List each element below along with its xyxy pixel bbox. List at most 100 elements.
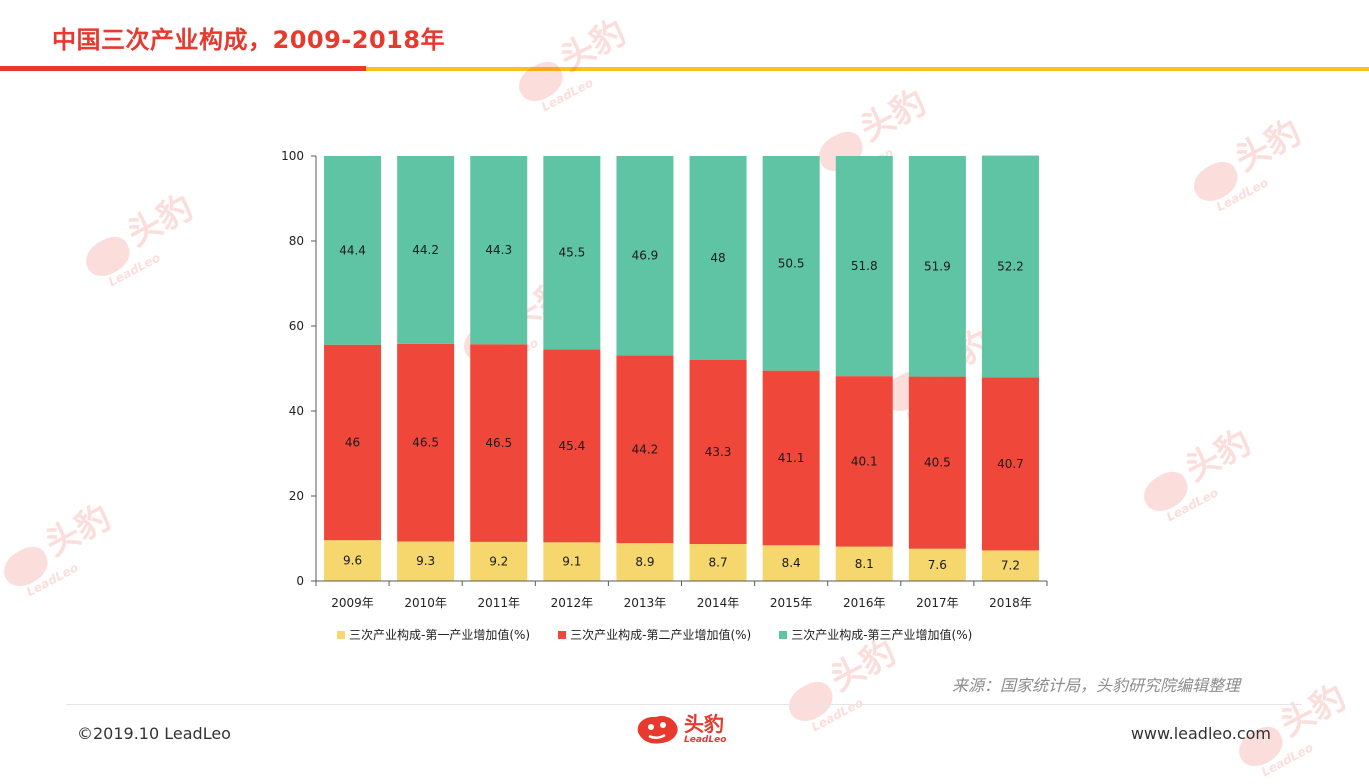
y-tick-label: 60	[289, 319, 304, 333]
data-label: 48	[710, 251, 725, 265]
bar-segment	[616, 355, 674, 544]
data-label: 44.4	[339, 243, 366, 257]
bar-segment	[324, 156, 382, 345]
data-label: 46.9	[632, 249, 659, 263]
bar-segment	[689, 544, 747, 581]
data-label: 46.5	[412, 436, 439, 450]
x-tick-label: 2018年	[989, 596, 1032, 610]
bar-area: 9.6 46 44.4 9.3 46.5 44.2 9.2 46.5 44.3 9.1 45.4 45…	[324, 155, 1039, 581]
legend-swatch	[337, 630, 345, 639]
bar-segment	[397, 343, 455, 542]
logo-text: 头豹 LeadLeo	[684, 713, 726, 745]
bar-segment	[908, 548, 966, 581]
bar-segment	[689, 360, 747, 545]
data-label: 7.6	[928, 558, 947, 572]
legend-label: 三次产业构成-第一产业增加值(%)	[349, 628, 531, 642]
bar-segment	[981, 550, 1039, 581]
data-label: 44.2	[412, 243, 439, 257]
data-label: 41.1	[778, 451, 805, 465]
data-label: 7.2	[1001, 559, 1020, 573]
data-label: 9.1	[562, 555, 581, 569]
bar-segment	[543, 349, 601, 543]
y-tick-label: 100	[281, 149, 304, 163]
bar-segment	[835, 546, 893, 581]
footer-divider	[66, 704, 1302, 705]
legend-label: 三次产业构成-第三产业增加值(%)	[791, 628, 973, 642]
y-tick-label: 80	[289, 234, 304, 248]
bar-segment	[543, 542, 601, 581]
data-label: 44.3	[485, 243, 512, 257]
x-tick-label: 2017年	[916, 596, 959, 610]
bar-segment	[908, 376, 966, 549]
x-tick-label: 2011年	[477, 596, 520, 610]
x-axis: 2009年 2010年 2011年 2012年 2013年 2014年 2015年 2016年…	[315, 580, 1048, 610]
website-link[interactable]: www.leadleo.com	[1130, 724, 1271, 743]
legend-label: 三次产业构成-第二产业增加值(%)	[570, 628, 752, 642]
legend-item-primary: 三次产业构成-第一产业增加值(%)	[337, 626, 530, 643]
bar-segment	[762, 156, 820, 371]
y-tick-label: 40	[289, 404, 304, 418]
x-tick-label: 2013年	[624, 596, 667, 610]
x-tick-label: 2009年	[331, 596, 374, 610]
y-tick-label: 0	[296, 574, 304, 588]
data-label: 8.7	[709, 556, 728, 570]
bar-segment	[981, 155, 1039, 378]
bar-segment	[397, 541, 455, 581]
data-label: 40.5	[924, 456, 951, 470]
copyright-text: ©2019.10 LeadLeo	[77, 724, 231, 743]
data-label: 52.2	[997, 260, 1024, 274]
bar-segment	[470, 156, 528, 345]
y-axis: 0 20 40 60 80 100	[281, 149, 317, 588]
bar-segment	[324, 540, 382, 581]
bar-segment	[689, 156, 747, 360]
bar-segment	[616, 156, 674, 356]
data-label: 40.1	[851, 454, 878, 468]
bar-segment	[908, 156, 966, 377]
legend-swatch	[558, 630, 567, 639]
bar-segment	[835, 156, 893, 377]
data-label: 9.6	[343, 554, 362, 568]
leopard-icon	[637, 716, 678, 744]
data-label: 8.4	[782, 556, 801, 570]
title-rule-red	[0, 66, 366, 71]
data-label: 46	[345, 435, 360, 449]
x-tick-label: 2010年	[404, 596, 447, 610]
logo-cn: 头豹	[684, 712, 724, 736]
bar-segment	[762, 545, 820, 581]
bar-segment	[470, 541, 528, 581]
data-label: 50.5	[778, 256, 805, 270]
data-label: 45.5	[558, 246, 585, 260]
data-label: 9.2	[489, 554, 508, 568]
bar-segment	[397, 156, 455, 344]
x-tick-label: 2012年	[551, 596, 594, 610]
legend-swatch	[779, 630, 788, 639]
source-note: 来源：国家统计局，头豹研究院编辑整理	[952, 676, 1241, 695]
bar-segment	[616, 543, 674, 581]
y-tick-label: 20	[289, 489, 304, 503]
bar-segment	[543, 156, 601, 350]
logo-en: LeadLeo	[684, 735, 727, 745]
x-tick-label: 2014年	[697, 596, 740, 610]
page-title: 中国三次产业构成，2009-2018年	[52, 26, 446, 54]
chart-legend: 三次产业构成-第一产业增加值(%) 三次产业构成-第二产业增加值(%) 三次产业…	[337, 626, 1000, 643]
data-label: 8.9	[635, 555, 654, 569]
data-label: 40.7	[997, 457, 1024, 471]
x-tick-label: 2016年	[843, 596, 886, 610]
bar-segment	[835, 376, 893, 547]
x-tick-label: 2015年	[770, 596, 813, 610]
data-label: 9.3	[416, 554, 435, 568]
footer-logo: 头豹 LeadLeo	[634, 712, 726, 746]
data-label: 46.5	[485, 436, 512, 450]
stacked-bar-chart: 0 20 40 60 80 100 9.6 46 44.4 9.3 46.5 44.2 9.2 46.5…	[281, 149, 1048, 610]
legend-item-secondary: 三次产业构成-第二产业增加值(%)	[558, 626, 751, 643]
data-label: 8.1	[855, 557, 874, 571]
data-label: 51.8	[851, 259, 878, 273]
data-label: 44.2	[632, 442, 659, 456]
data-label: 43.3	[705, 445, 732, 459]
bar-segment	[981, 377, 1039, 551]
bar-segment	[762, 370, 820, 546]
legend-item-tertiary: 三次产业构成-第三产业增加值(%)	[779, 626, 972, 643]
bar-segment	[324, 344, 382, 541]
title-rule-yellow	[366, 67, 1369, 71]
data-label: 45.4	[558, 439, 585, 453]
